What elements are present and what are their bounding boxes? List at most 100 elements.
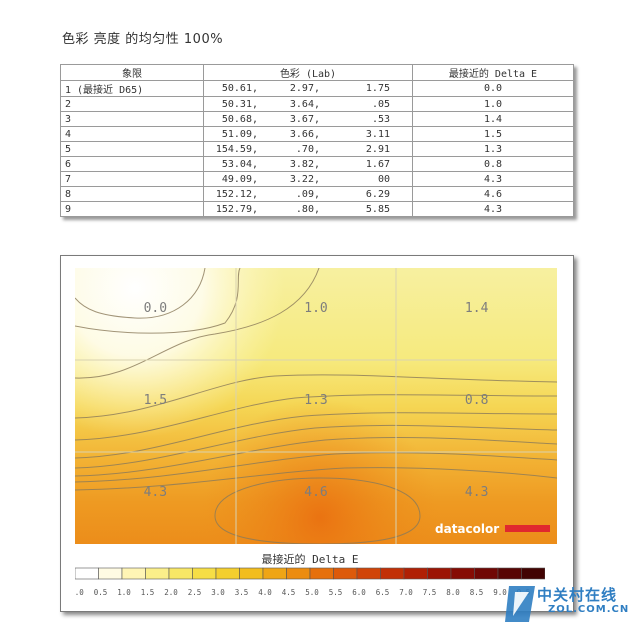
scale-swatch [427,567,452,580]
scale-tick-label: 5.5 [329,588,343,597]
lab-a-value: 3.66, [289,128,320,140]
lab-l-value: 49.09, [221,173,258,185]
scale-tick-labels: 0.0 0.5 1.0 1.5 2.0 2.5 3.0 3.5 4.0 4.5 5.0 5.5 6.0 6… [75,588,530,597]
quadrant-grid [75,268,557,544]
quadrant-cell: 9 [60,201,204,217]
lab-l-value: 154.59, [215,143,258,155]
table-row: 8 152.12, .09, 6.29 4.6 [60,186,574,202]
scale-swatch [380,567,405,580]
table-row: 5 154.59, .70, 2.91 1.3 [60,141,574,157]
scale-tick-label: 7.0 [399,588,413,597]
scale-tick-label: 9.0 [493,588,507,597]
zol-watermark-logo [505,586,535,622]
table-row: 4 51.09, 3.66, 3.11 1.5 [60,126,574,142]
datacolor-logo-bar [505,525,550,532]
lab-a-value: 3.64, [289,98,320,110]
scale-tick-label: 8.0 [446,588,460,597]
cell-value-labels: 0.0 1.0 1.4 1.5 1.3 0.8 4.3 4.6 4.3 [144,301,489,500]
quadrant-cell: 4 [60,126,204,142]
watermark-sub-text: ZOL.COM.CN [548,604,630,615]
lab-cell: 152.12, .09, 6.29 [203,186,413,202]
lab-l-value: 53.04, [221,158,258,170]
table-row: 3 50.68, 3.67, .53 1.4 [60,111,574,127]
quadrant-cell: 5 [60,141,204,157]
lab-b-value: 1.67 [365,158,390,170]
delta-e-cell: 1.3 [412,141,574,157]
delta-e-cell: 1.4 [412,111,574,127]
cell-value-label: 0.8 [465,393,488,408]
table-row: 2 50.31, 3.64, .05 1.0 [60,96,574,112]
scale-tick-label: 0.0 [75,588,84,597]
table-row: 9 152.79, .80, 5.85 4.3 [60,201,574,217]
quadrant-cell: 3 [60,111,204,127]
lab-b-value: .53 [371,113,390,125]
lab-a-value: .80, [295,203,320,215]
contour-lines [75,268,557,544]
scale-swatch [450,567,475,580]
scale-swatch [75,567,99,580]
delta-e-cell: 0.0 [412,80,574,97]
lab-a-value: 3.22, [289,173,320,185]
lab-a-value: 2.97, [289,83,320,94]
scale-swatch [192,567,217,580]
lab-a-value: .70, [295,143,320,155]
delta-e-cell: 0.8 [412,156,574,172]
table-row: 6 53.04, 3.82, 1.67 0.8 [60,156,574,172]
lab-cell: 154.59, .70, 2.91 [203,141,413,157]
delta-e-cell: 4.6 [412,186,574,202]
scale-swatch [168,567,193,580]
scale-swatch [215,567,240,580]
cell-value-label: 1.3 [304,393,327,408]
lab-a-value: 3.82, [289,158,320,170]
scale-swatch [356,567,381,580]
scale-tick-label: 3.5 [235,588,249,597]
delta-e-cell: 1.0 [412,96,574,112]
header-lab: 色彩 (Lab) [203,64,413,81]
lab-cell: 51.09, 3.66, 3.11 [203,126,413,142]
lab-l-value: 50.31, [221,98,258,110]
scale-swatch [521,567,545,580]
quadrant-cell: 6 [60,156,204,172]
scale-swatch [333,567,358,580]
delta-e-color-scale: 0.0 0.5 1.0 1.5 2.0 2.5 3.0 3.5 4.0 4.5 5.0 5.5 6.0 6… [75,567,545,597]
cell-value-label: 1.0 [304,301,327,316]
lab-cell: 50.68, 3.67, .53 [203,111,413,127]
lab-l-value: 152.79, [215,203,258,215]
scale-tick-label: 1.5 [141,588,155,597]
scale-swatch [474,567,499,580]
lab-cell: 49.09, 3.22, 00 [203,171,413,187]
scale-tick-label: 8.5 [470,588,484,597]
scale-tick-label: 7.5 [423,588,437,597]
cell-value-label: 1.4 [465,301,489,316]
scale-swatch [98,567,123,580]
quadrant-cell: 2 [60,96,204,112]
scale-tick-label: 4.5 [282,588,296,597]
delta-e-cell: 4.3 [412,171,574,187]
scale-swatch [286,567,311,580]
cell-value-label: 4.3 [144,485,167,500]
quadrant-cell: 1 (最接近 D65) [60,80,204,97]
lab-l-value: 152.12, [215,188,258,200]
cell-value-label: 0.0 [144,301,167,316]
measurement-table: 象限 色彩 (Lab) 最接近的 Delta E 1 (最接近 D65) 50.6… [60,64,574,217]
scale-tick-label: 3.0 [211,588,225,597]
scale-tick-label: 4.0 [258,588,272,597]
datacolor-logo-text: datacolor [435,522,499,536]
header-delta-e: 最接近的 Delta E [412,64,574,81]
table-header-row: 象限 色彩 (Lab) 最接近的 Delta E [60,64,574,81]
scale-swatch [145,567,170,580]
lab-a-value: .09, [295,188,320,200]
scale-tick-label: 2.0 [164,588,178,597]
scale-swatch [121,567,146,580]
lab-cell: 50.31, 3.64, .05 [203,96,413,112]
uniformity-heatmap: 0.0 1.0 1.4 1.5 1.3 0.8 4.3 4.6 4.3 datacolor [75,268,557,544]
scale-swatches [75,567,545,580]
heatmap-high-region [75,268,557,544]
lab-cell: 50.61, 2.97, 1.75 [203,80,413,97]
lab-b-value: 2.91 [365,143,390,155]
scale-tick-label: 6.5 [376,588,390,597]
header-quadrant: 象限 [60,64,204,81]
lab-cell: 152.79, .80, 5.85 [203,201,413,217]
lab-cell: 53.04, 3.82, 1.67 [203,156,413,172]
color-scale-title: 最接近的 Delta E [261,553,359,566]
